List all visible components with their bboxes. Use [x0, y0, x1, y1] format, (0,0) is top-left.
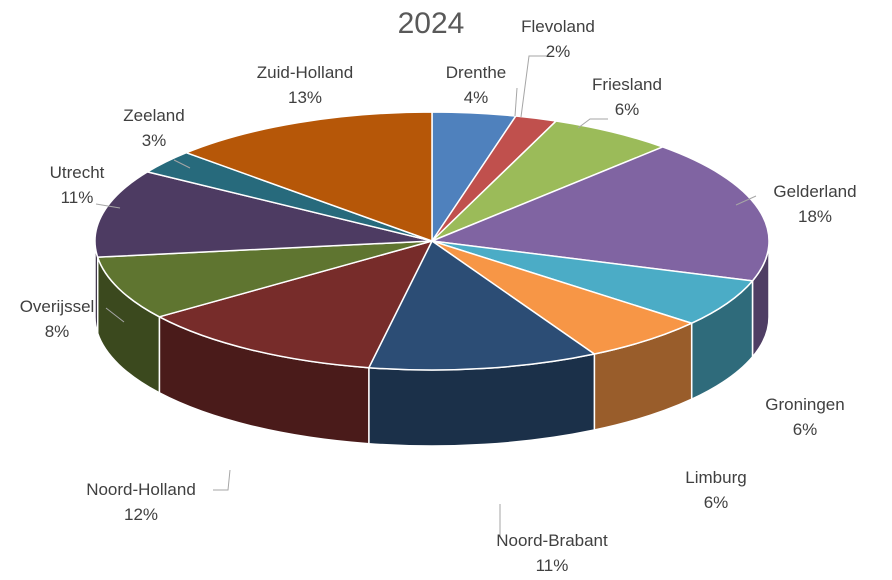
slice-noord-brabant [368, 240, 596, 371]
chart-title: 2024 [398, 7, 465, 40]
pie-side-walls [94, 240, 770, 447]
leader-line-friesland [577, 118, 608, 129]
slice-label-noord-holland: Noord-Holland [86, 480, 196, 499]
leader-line-utrecht [95, 203, 121, 209]
slice-utrecht [94, 171, 433, 258]
leader-line-zeeland [173, 159, 191, 169]
slice-labels: Drenthe 4% Flevoland 2% Friesland 6% Gelderlan… [20, 17, 857, 575]
slice-label-drenthe: Drenthe [446, 63, 506, 82]
slice-value-zuid-holland: 13% [288, 88, 322, 107]
slice-value-friesland: 6% [615, 100, 640, 119]
slice-label-gelderland: Gelderland [773, 182, 856, 201]
leader-line-drenthe [514, 87, 518, 117]
slice-overijssel [96, 240, 433, 318]
slice-label-limburg: Limburg [685, 468, 746, 487]
slice-label-zuid-holland: Zuid-Holland [257, 63, 353, 82]
leader-line-noord-holland [213, 469, 231, 491]
slice-friesland [431, 120, 664, 242]
slice-noord-holland [158, 240, 433, 369]
slice-value-groningen: 6% [793, 420, 818, 439]
slice-value-drenthe: 4% [464, 88, 489, 107]
leader-line-flevoland [520, 55, 548, 118]
slice-value-limburg: 6% [704, 493, 729, 512]
slice-label-overijssel: Overijssel [20, 297, 95, 316]
slice-label-friesland: Friesland [592, 75, 662, 94]
pie-top-slices [94, 111, 770, 371]
slice-value-zeeland: 3% [142, 131, 167, 150]
slice-zuid-holland [185, 111, 433, 242]
slice-limburg [431, 240, 693, 355]
slice-value-noord-holland: 12% [124, 505, 158, 524]
slice-label-groningen: Groningen [765, 395, 844, 414]
slice-groningen [431, 240, 754, 324]
leader-line-overijssel [105, 307, 125, 323]
slice-label-flevoland: Flevoland [521, 17, 595, 36]
slice-value-utrecht: 11% [61, 188, 94, 207]
slice-label-noord-brabant: Noord-Brabant [496, 531, 608, 550]
leader-line-gelderland [735, 195, 757, 206]
slice-label-utrecht: Utrecht [50, 163, 105, 182]
slice-value-noord-brabant: 11% [536, 556, 569, 575]
slice-value-overijssel: 8% [45, 322, 70, 341]
slice-gelderland [431, 146, 770, 282]
slice-label-zeeland: Zeeland [123, 106, 184, 125]
slice-value-flevoland: 2% [546, 42, 571, 61]
slice-value-gelderland: 18% [798, 207, 832, 226]
